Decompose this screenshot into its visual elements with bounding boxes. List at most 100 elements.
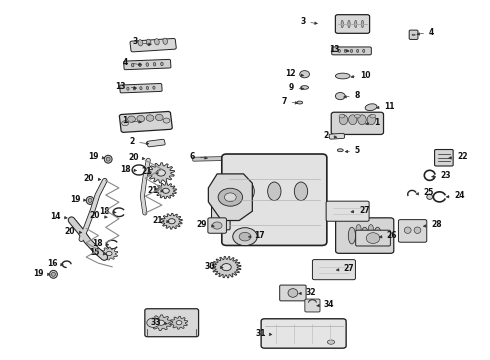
Ellipse shape (338, 49, 341, 53)
Text: 20: 20 (83, 174, 101, 183)
Ellipse shape (127, 87, 129, 90)
FancyBboxPatch shape (120, 84, 162, 93)
Ellipse shape (404, 227, 411, 233)
Text: 21: 21 (141, 167, 158, 176)
Ellipse shape (153, 63, 156, 66)
Ellipse shape (366, 233, 380, 243)
FancyBboxPatch shape (435, 149, 453, 166)
Ellipse shape (363, 49, 365, 53)
Text: 6: 6 (190, 152, 207, 161)
Text: 11: 11 (376, 102, 395, 111)
Text: 10: 10 (351, 71, 370, 80)
FancyBboxPatch shape (331, 112, 384, 134)
Text: 14: 14 (50, 212, 67, 221)
Text: 15: 15 (89, 248, 106, 257)
Text: 27: 27 (337, 265, 354, 274)
Polygon shape (150, 315, 172, 330)
Ellipse shape (412, 34, 415, 35)
Circle shape (162, 188, 170, 193)
Text: 32: 32 (299, 288, 316, 297)
Text: 33: 33 (151, 318, 167, 327)
Text: 12: 12 (285, 69, 304, 78)
FancyBboxPatch shape (120, 112, 172, 132)
Ellipse shape (339, 114, 345, 118)
Ellipse shape (155, 39, 159, 45)
Ellipse shape (106, 157, 110, 161)
Text: 23: 23 (432, 171, 451, 180)
Ellipse shape (337, 149, 343, 152)
FancyBboxPatch shape (212, 184, 230, 230)
FancyBboxPatch shape (222, 154, 327, 246)
Circle shape (300, 71, 310, 78)
Circle shape (163, 118, 170, 123)
Circle shape (233, 228, 257, 246)
Ellipse shape (86, 197, 94, 204)
Ellipse shape (155, 114, 163, 121)
Text: 30: 30 (204, 262, 223, 271)
Ellipse shape (147, 39, 151, 45)
Polygon shape (161, 213, 182, 229)
Ellipse shape (365, 104, 377, 111)
Ellipse shape (361, 227, 368, 244)
Text: 28: 28 (423, 220, 442, 229)
Circle shape (239, 232, 251, 241)
Ellipse shape (357, 49, 359, 53)
Ellipse shape (137, 116, 145, 122)
Text: 5: 5 (345, 146, 360, 155)
Ellipse shape (339, 115, 348, 125)
Ellipse shape (301, 86, 309, 89)
Ellipse shape (356, 225, 361, 233)
Text: 21: 21 (147, 185, 163, 194)
Ellipse shape (140, 87, 142, 90)
FancyBboxPatch shape (313, 260, 355, 280)
Text: 8: 8 (343, 91, 360, 100)
Text: 18: 18 (92, 239, 109, 248)
Ellipse shape (88, 198, 92, 202)
Text: 13: 13 (115, 82, 137, 91)
Text: 34: 34 (317, 300, 334, 309)
Ellipse shape (268, 182, 281, 201)
Ellipse shape (335, 73, 350, 79)
Text: 29: 29 (197, 220, 214, 229)
Circle shape (156, 170, 166, 176)
Ellipse shape (327, 340, 335, 344)
Text: 27: 27 (351, 206, 370, 215)
FancyBboxPatch shape (280, 285, 306, 301)
Ellipse shape (414, 227, 421, 233)
Text: 18: 18 (99, 207, 116, 216)
Ellipse shape (297, 101, 303, 104)
FancyBboxPatch shape (356, 230, 391, 246)
Text: 3: 3 (132, 37, 151, 46)
Text: 4: 4 (417, 28, 434, 37)
Circle shape (212, 222, 222, 229)
FancyBboxPatch shape (123, 59, 171, 70)
Ellipse shape (133, 87, 136, 90)
Text: 22: 22 (449, 152, 467, 161)
FancyBboxPatch shape (398, 220, 427, 242)
Ellipse shape (344, 49, 346, 53)
Text: 25: 25 (416, 188, 434, 197)
Circle shape (168, 219, 175, 224)
Circle shape (176, 321, 182, 325)
Ellipse shape (361, 20, 364, 28)
Circle shape (221, 264, 231, 271)
Ellipse shape (341, 20, 343, 28)
Text: 19: 19 (70, 194, 86, 203)
Text: 26: 26 (379, 231, 397, 240)
Ellipse shape (350, 49, 353, 53)
Circle shape (224, 193, 236, 202)
Circle shape (157, 320, 165, 325)
Polygon shape (212, 256, 241, 278)
Text: 18: 18 (120, 165, 137, 174)
FancyBboxPatch shape (326, 201, 369, 221)
Ellipse shape (354, 114, 360, 118)
Text: 3: 3 (300, 17, 318, 26)
Circle shape (218, 188, 243, 206)
Circle shape (106, 251, 112, 256)
FancyBboxPatch shape (336, 218, 394, 253)
FancyBboxPatch shape (305, 299, 320, 312)
FancyBboxPatch shape (329, 133, 344, 139)
Ellipse shape (163, 38, 168, 44)
Text: 20: 20 (128, 153, 145, 162)
Text: 20: 20 (65, 227, 82, 236)
